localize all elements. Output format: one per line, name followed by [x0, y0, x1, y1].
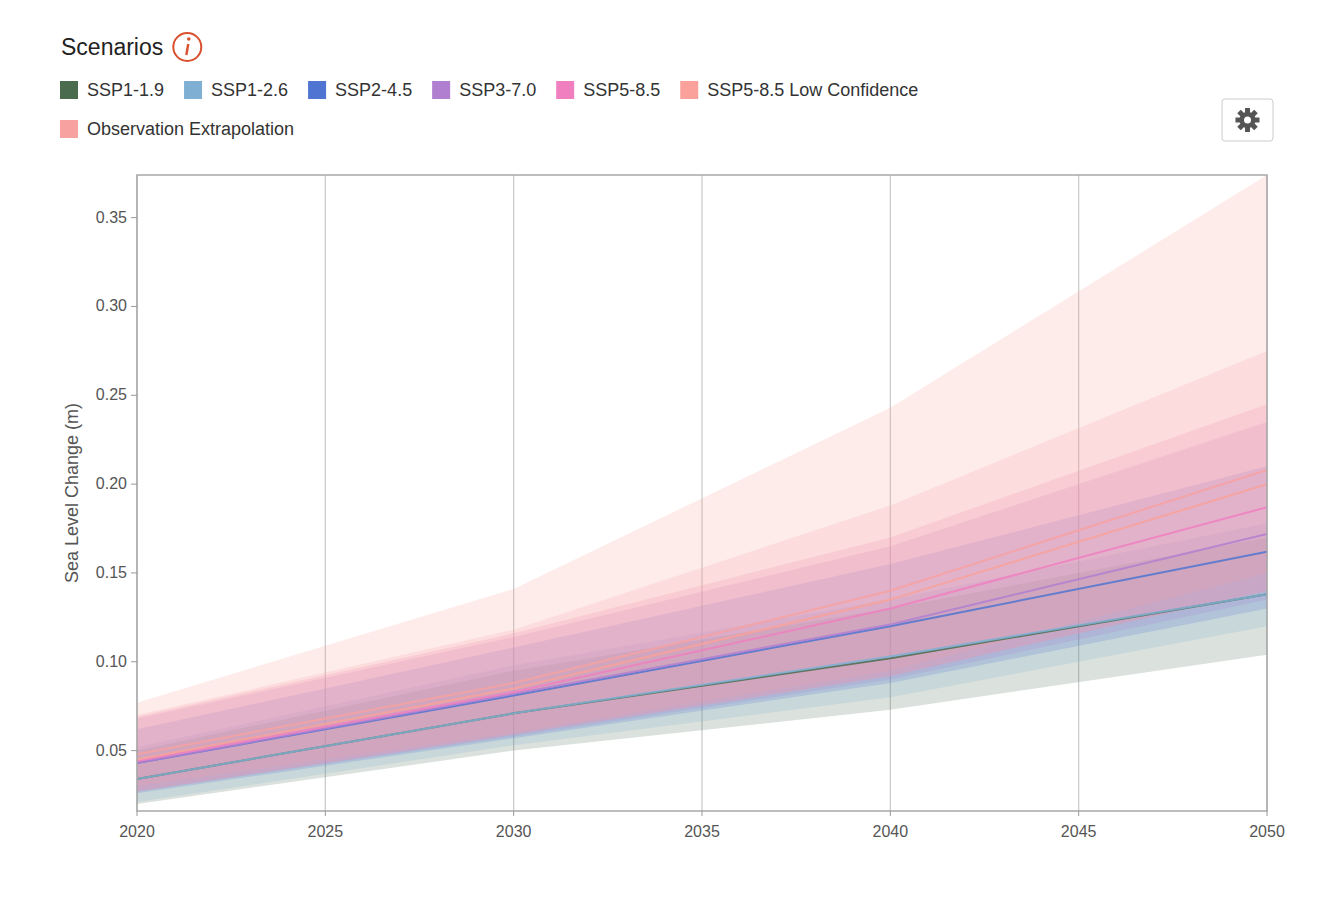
- y-tick: [131, 395, 137, 396]
- legend-label: Observation Extrapolation: [87, 119, 294, 139]
- info-icon[interactable]: [173, 33, 201, 61]
- info-circle: [173, 33, 201, 61]
- settings-button[interactable]: [1222, 99, 1273, 141]
- legend-label: SSP5-8.5 Low Confidence: [707, 80, 918, 100]
- plot-frame: [137, 175, 1267, 811]
- gear-body: [1240, 112, 1256, 128]
- legend-item: SSP2-4.5: [308, 80, 412, 100]
- y-tick: [131, 572, 137, 573]
- legend-swatch: [60, 120, 78, 138]
- x-tick-label: 2025: [308, 823, 344, 840]
- x-tick: [1267, 811, 1268, 816]
- y-tick-label: 0.05: [96, 742, 127, 759]
- legend-swatch: [556, 81, 574, 99]
- plot-area: [137, 175, 1267, 811]
- median-line: [137, 594, 1267, 779]
- legend-swatch: [680, 81, 698, 99]
- y-tick-label: 0.15: [96, 564, 127, 581]
- median-line: [137, 484, 1267, 759]
- y-tick: [131, 217, 137, 218]
- median-line: [137, 534, 1267, 763]
- legend-swatch: [184, 81, 202, 99]
- legend-title: Scenarios: [61, 34, 163, 60]
- legend-swatch: [60, 81, 78, 99]
- legend-label: SSP1-1.9: [87, 80, 164, 100]
- legend-item: Observation Extrapolation: [60, 119, 294, 139]
- x-tick: [890, 811, 891, 816]
- y-tick-label: 0.20: [96, 475, 127, 492]
- info-dot: [187, 37, 191, 41]
- legend-label: SSP5-8.5: [583, 80, 660, 100]
- y-axis-label: Sea Level Change (m): [62, 403, 82, 583]
- legend-label: SSP2-4.5: [335, 80, 412, 100]
- range-band: [137, 175, 1267, 791]
- x-tick: [137, 811, 138, 816]
- x-tick-label: 2045: [1061, 823, 1097, 840]
- x-tick-label: 2020: [119, 823, 155, 840]
- gear-hole: [1244, 117, 1251, 124]
- legend-swatch: [308, 81, 326, 99]
- x-tick: [1078, 811, 1079, 816]
- range-band: [137, 351, 1267, 786]
- x-tick-label: 2040: [873, 823, 909, 840]
- y-tick-label: 0.30: [96, 297, 127, 314]
- legend-item: SSP1-1.9: [60, 80, 164, 100]
- y-tick-label: 0.10: [96, 653, 127, 670]
- chart: Scenarios SSP1-1.9 SSP1-2.6 SSP2-4.5 SSP3-7.…: [0, 0, 1318, 904]
- median-line: [137, 594, 1267, 779]
- y-tick: [131, 661, 137, 662]
- legend-item: SSP5-8.5 Low Confidence: [680, 80, 918, 100]
- x-tick: [702, 811, 703, 816]
- legend-label: SSP3-7.0: [459, 80, 536, 100]
- x-tick-label: 2035: [684, 823, 720, 840]
- y-tick: [131, 750, 137, 751]
- legend-swatch: [432, 81, 450, 99]
- x-tick: [325, 811, 326, 816]
- x-tick: [513, 811, 514, 816]
- data-group: [137, 175, 1267, 804]
- x-tick-label: 2050: [1249, 823, 1285, 840]
- x-tick-label: 2030: [496, 823, 532, 840]
- y-tick-label: 0.35: [96, 209, 127, 226]
- legend-item: SSP5-8.5: [556, 80, 660, 100]
- y-tick-label: 0.25: [96, 386, 127, 403]
- y-tick: [131, 306, 137, 307]
- button-frame: [1222, 99, 1273, 141]
- legend-label: SSP1-2.6: [211, 80, 288, 100]
- legend-item: SSP1-2.6: [184, 80, 288, 100]
- info-stem: [186, 44, 188, 55]
- y-tick: [131, 484, 137, 485]
- legend-item: SSP3-7.0: [432, 80, 536, 100]
- median-line: [137, 470, 1267, 754]
